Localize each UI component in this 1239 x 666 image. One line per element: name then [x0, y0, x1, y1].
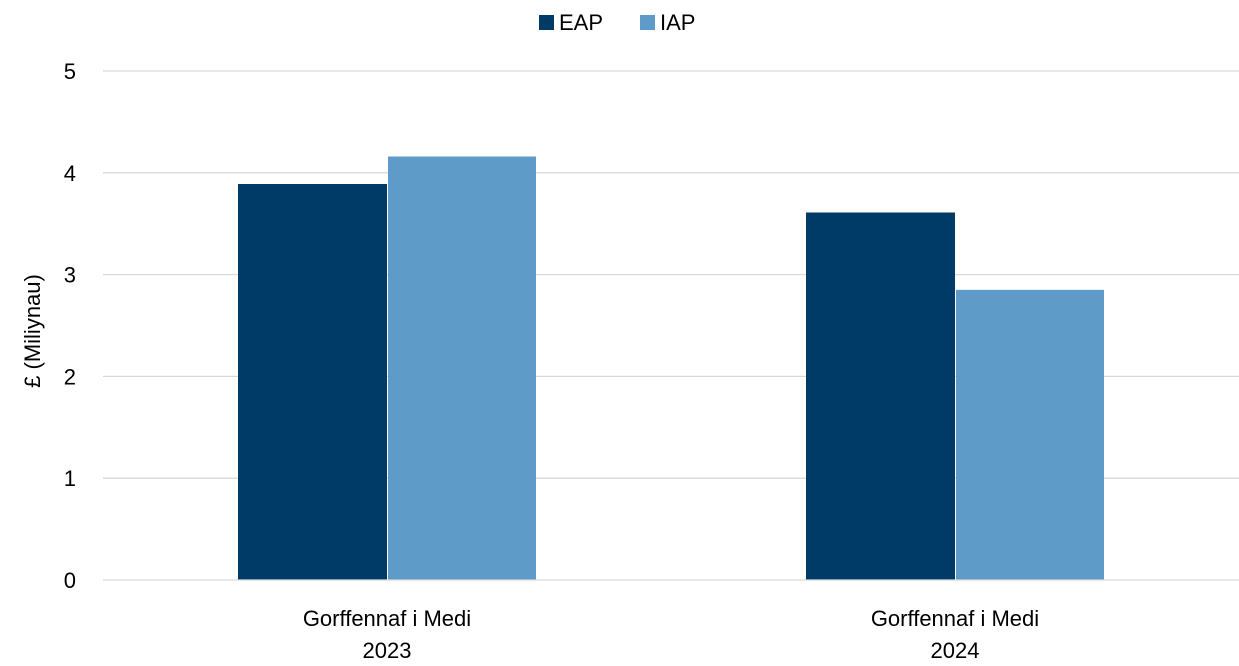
- x-tick-label: Gorffennaf i Medi: [303, 606, 471, 631]
- y-tick-label: 5: [64, 59, 76, 84]
- legend-label-eap: EAP: [559, 10, 603, 35]
- y-tick-label: 1: [64, 466, 76, 491]
- bars: [238, 156, 1104, 581]
- y-tick-label: 0: [64, 568, 76, 593]
- x-tick-label: 2023: [363, 638, 412, 663]
- x-tick-label: Gorffennaf i Medi: [871, 606, 1039, 631]
- y-axis-tick-labels: 0 1 2 3 4 5: [64, 59, 76, 593]
- bar-eap-1: [238, 183, 387, 581]
- y-tick-label: 3: [64, 263, 76, 288]
- y-axis-label: £ (Miliynau): [20, 274, 45, 388]
- legend-swatch-eap: [539, 15, 554, 30]
- bar-iap-1: [388, 156, 536, 580]
- legend-label-iap: IAP: [660, 10, 695, 35]
- bar-iap-2: [956, 289, 1104, 580]
- y-tick-label: 2: [64, 364, 76, 389]
- x-tick-label: 2024: [931, 638, 980, 663]
- legend: EAP IAP: [539, 10, 695, 35]
- y-tick-label: 4: [64, 161, 76, 186]
- bar-eap-2: [806, 212, 955, 580]
- legend-swatch-iap: [640, 15, 655, 30]
- x-axis-tick-labels: Gorffennaf i Medi 2023 Gorffennaf i Medi 20…: [303, 606, 1039, 663]
